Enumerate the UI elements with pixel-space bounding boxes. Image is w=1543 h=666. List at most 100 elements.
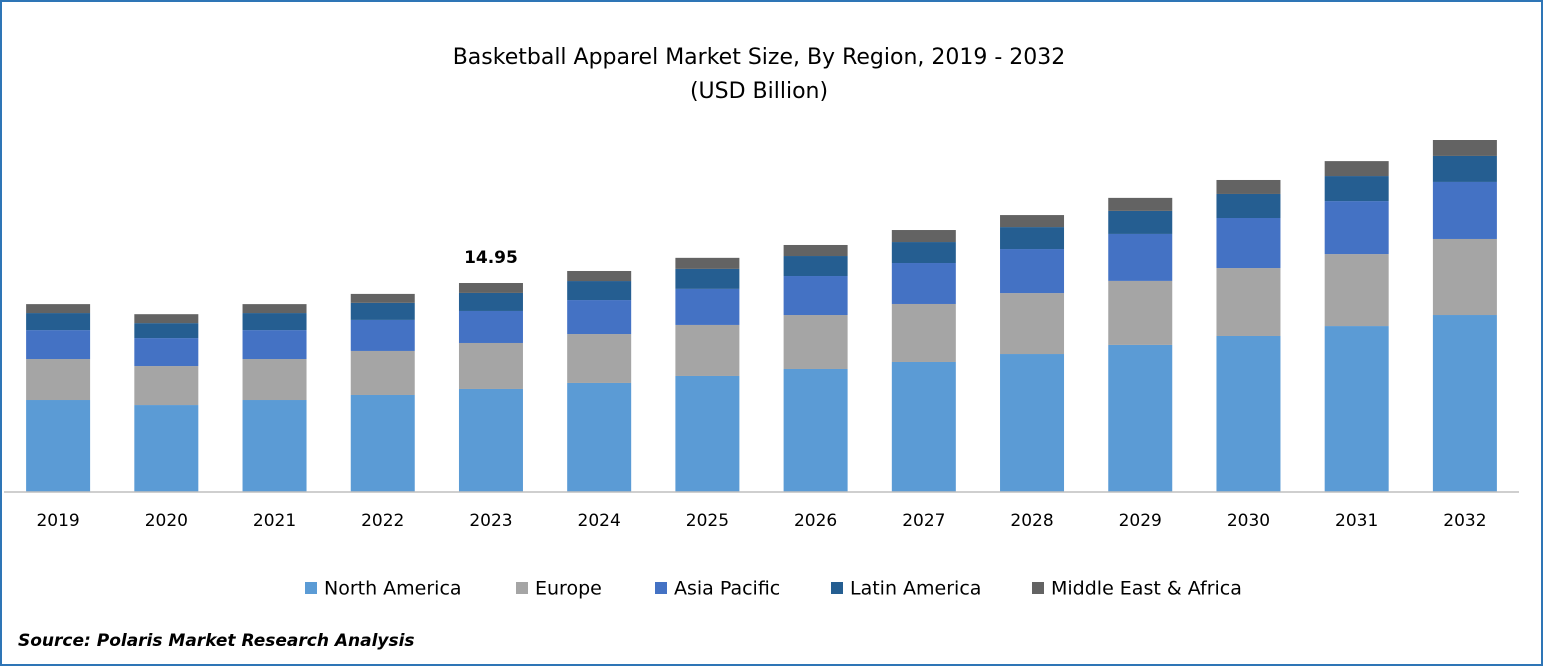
bar-segment xyxy=(350,394,415,492)
bar-segment xyxy=(891,361,956,492)
legend-swatch xyxy=(1032,582,1044,594)
legend-swatch xyxy=(516,582,528,594)
bar-segment xyxy=(567,300,632,335)
legend-swatch xyxy=(831,582,843,594)
bar-segment xyxy=(1216,268,1281,336)
bar-segment xyxy=(458,292,523,311)
bar-segment xyxy=(891,230,956,243)
bar-segment xyxy=(1324,254,1389,327)
bar-segment xyxy=(783,276,848,316)
bar-segment xyxy=(1324,326,1389,492)
bar-segment xyxy=(675,375,740,492)
bar-segment xyxy=(1432,140,1497,156)
x-tick-label: 2032 xyxy=(1443,511,1486,531)
bar-segment xyxy=(350,350,415,395)
x-tick-label: 2028 xyxy=(1010,511,1053,531)
bar-segment xyxy=(1432,181,1497,239)
bar-segment xyxy=(134,405,199,492)
x-tick-label: 2030 xyxy=(1227,511,1270,531)
x-tick-label: 2019 xyxy=(36,511,79,531)
bar-segment xyxy=(1324,176,1389,202)
bar-segment xyxy=(242,313,307,331)
bar-segment xyxy=(26,330,91,360)
x-tick-label: 2022 xyxy=(361,511,404,531)
bar-segment xyxy=(1108,280,1173,345)
bar-segment xyxy=(242,304,307,314)
bar-segment xyxy=(242,359,307,401)
bar-segment xyxy=(675,257,740,269)
bar-segment xyxy=(134,323,199,339)
bar-segment xyxy=(1432,155,1497,182)
x-tick-label: 2021 xyxy=(253,511,296,531)
bar-segment xyxy=(26,400,91,492)
bar-segment xyxy=(1108,233,1173,281)
bar-segment xyxy=(242,330,307,360)
x-tick-label: 2024 xyxy=(578,511,621,531)
bar-segment xyxy=(458,310,523,343)
bar-segment xyxy=(1324,161,1389,177)
bar-segment xyxy=(891,303,956,362)
bar-segment xyxy=(134,338,199,367)
bar-segment xyxy=(350,302,415,320)
legend-swatch xyxy=(305,582,317,594)
bar-segment xyxy=(350,319,415,351)
bar-segment xyxy=(458,342,523,389)
x-tick-label: 2025 xyxy=(686,511,729,531)
bar-segment xyxy=(1108,344,1173,492)
bar-segment xyxy=(1324,201,1389,255)
bar-segment xyxy=(1000,215,1065,228)
bar-segment xyxy=(783,256,848,277)
bar-segment xyxy=(1216,335,1281,492)
chart-subtitle: (USD Billion) xyxy=(690,79,828,104)
bar-segment xyxy=(1216,193,1281,219)
bar-segment xyxy=(26,359,91,401)
x-tick-label: 2026 xyxy=(794,511,837,531)
bar-segment xyxy=(567,270,632,282)
bar-segment xyxy=(675,324,740,376)
bar-segment xyxy=(134,366,199,406)
total-label: 14.95 xyxy=(464,248,518,268)
bar-segment xyxy=(1108,210,1173,234)
bar-segment xyxy=(567,281,632,301)
legend-label: Middle East & Africa xyxy=(1051,578,1242,600)
bar-segment xyxy=(567,334,632,383)
bar-segment xyxy=(1000,354,1065,492)
bar-segment xyxy=(1432,315,1497,492)
bar-segment xyxy=(242,400,307,492)
x-tick-label: 2031 xyxy=(1335,511,1378,531)
legend-swatch xyxy=(655,582,667,594)
bar-segment xyxy=(458,388,523,492)
legend-label: Asia Pacific xyxy=(674,578,780,600)
bar-segment xyxy=(26,304,91,314)
x-tick-label: 2029 xyxy=(1119,511,1162,531)
bar-segment xyxy=(1000,293,1065,355)
bar-segment xyxy=(1216,179,1281,194)
x-tick-label: 2020 xyxy=(145,511,188,531)
source: Source: Polaris Market Research Analysis xyxy=(18,631,415,651)
legend-label: North America xyxy=(324,578,462,600)
bar-segment xyxy=(891,242,956,264)
bar-segment xyxy=(1108,197,1173,211)
bar-segment xyxy=(1000,249,1065,294)
bar-segment xyxy=(1216,218,1281,269)
bar-segment xyxy=(783,368,848,492)
bar-segment xyxy=(134,314,199,324)
bar-segment xyxy=(675,288,740,325)
x-tick-label: 2023 xyxy=(469,511,512,531)
bar-segment xyxy=(458,283,523,293)
bar-segment xyxy=(1432,238,1497,316)
x-tick-label: 2027 xyxy=(902,511,945,531)
bar-segment xyxy=(891,263,956,304)
bar-segment xyxy=(1000,227,1065,250)
chart-title: Basketball Apparel Market Size, By Regio… xyxy=(453,45,1066,70)
legend-label: Latin America xyxy=(850,578,981,600)
bar-segment xyxy=(783,244,848,257)
bar-segment xyxy=(350,293,415,303)
bar-segment xyxy=(675,268,740,289)
bar-segment xyxy=(783,315,848,369)
bar-segment xyxy=(567,382,632,492)
bar-segment xyxy=(26,313,91,331)
legend-label: Europe xyxy=(535,578,602,600)
